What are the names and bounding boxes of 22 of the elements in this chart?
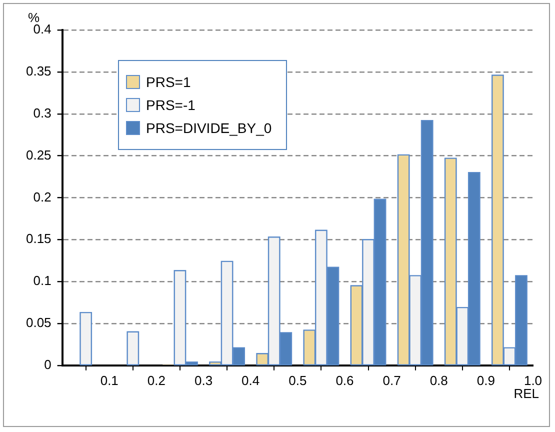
y-tick-label: 0.1 xyxy=(33,273,52,288)
y-tick-label: 0.2 xyxy=(33,189,52,204)
y-tick-label: 0.05 xyxy=(26,315,52,330)
x-tick-label: 0.6 xyxy=(336,372,354,388)
y-tick-label: 0 xyxy=(44,356,52,372)
x-tick-label: 0.9 xyxy=(476,372,495,388)
y-tick-label: 0.25 xyxy=(26,147,52,162)
y-tick-label: 0.35 xyxy=(26,64,52,79)
x-tick-label: 0.1 xyxy=(100,372,118,388)
y-tick-label: 0.3 xyxy=(33,105,52,120)
x-tick-label: 0.4 xyxy=(242,372,260,388)
x-axis-title: REL xyxy=(514,386,539,401)
x-tick-label: 0.3 xyxy=(194,372,213,388)
legend-label: PRS=1 xyxy=(146,74,191,90)
legend-label: PRS=DIVIDE_BY_0 xyxy=(146,120,272,136)
legend-label: PRS=-1 xyxy=(146,97,196,113)
y-tick-label: 0.15 xyxy=(26,231,52,246)
x-tick-label: 0.8 xyxy=(430,372,448,388)
x-tick-label: 0.5 xyxy=(288,372,307,388)
x-tick-label: 1.0 xyxy=(524,372,542,388)
x-tick-label: 0.7 xyxy=(382,372,401,388)
x-tick-label: 0.2 xyxy=(147,372,166,388)
